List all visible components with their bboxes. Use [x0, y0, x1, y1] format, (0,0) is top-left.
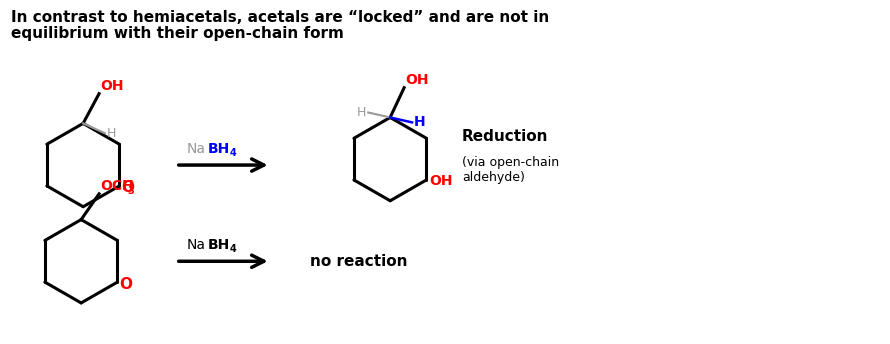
Text: O: O [121, 180, 134, 195]
Text: In contrast to hemiacetals, acetals are “locked” and are not in: In contrast to hemiacetals, acetals are … [12, 10, 550, 25]
Text: Reduction: Reduction [462, 129, 548, 144]
Text: H: H [357, 106, 367, 119]
Text: H: H [414, 115, 425, 129]
Text: H: H [107, 127, 117, 140]
Text: BH: BH [207, 238, 230, 252]
Text: equilibrium with their open-chain form: equilibrium with their open-chain form [12, 26, 344, 41]
Text: O: O [119, 277, 133, 292]
Text: OH: OH [405, 73, 429, 87]
Text: (via open-chain
aldehyde): (via open-chain aldehyde) [462, 156, 559, 184]
Text: Na: Na [187, 142, 206, 156]
Text: OH: OH [100, 79, 124, 93]
Text: BH: BH [207, 142, 230, 156]
Text: 4: 4 [230, 244, 237, 254]
Text: 3: 3 [127, 186, 134, 196]
Text: no reaction: no reaction [311, 254, 408, 269]
Text: OCH: OCH [100, 179, 134, 193]
Text: 4: 4 [230, 148, 237, 158]
Text: Na: Na [187, 238, 206, 252]
Text: OH: OH [429, 174, 453, 188]
